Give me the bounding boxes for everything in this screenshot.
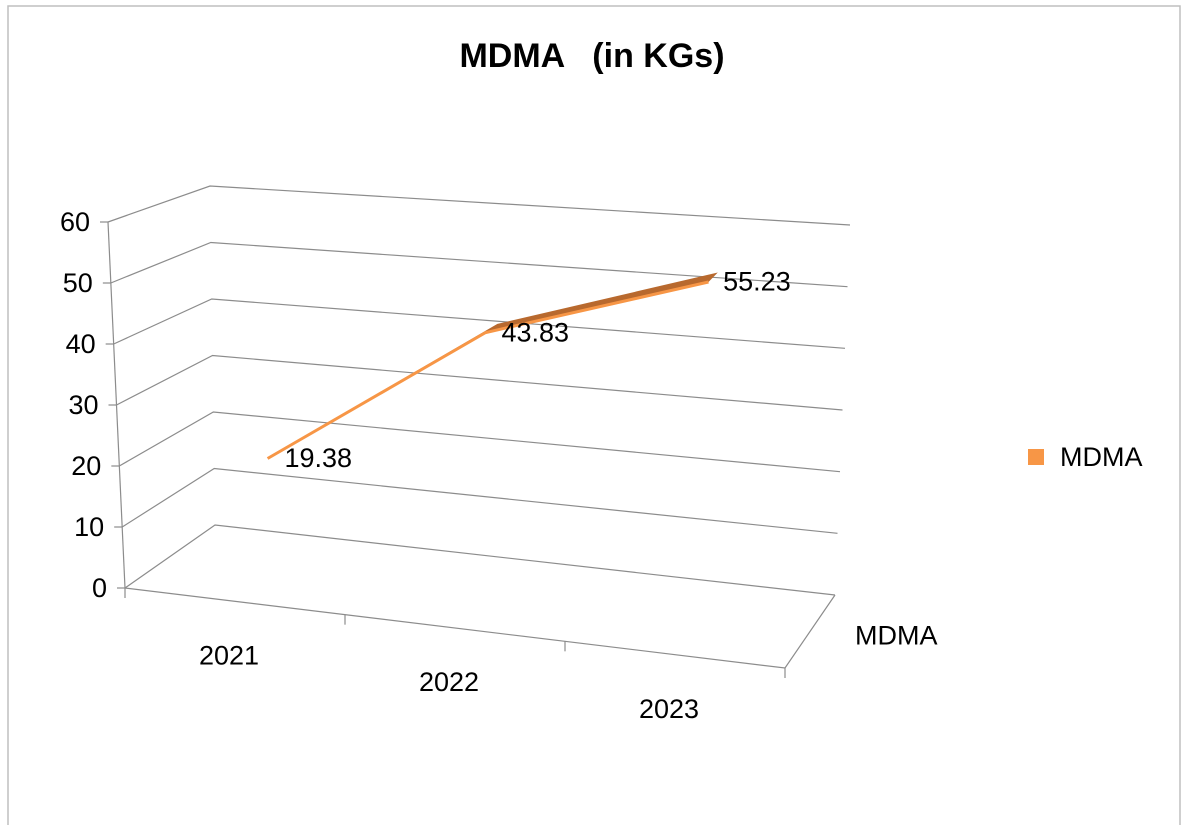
data-label: 43.83: [501, 317, 569, 347]
grid-line: [124, 524, 836, 596]
grid-line: [113, 298, 846, 349]
grid-line: [116, 354, 843, 411]
grid-line: [121, 467, 838, 534]
legend-swatch: [1028, 449, 1044, 465]
grid-line: [110, 241, 848, 288]
y-tick-label: 50: [63, 268, 93, 298]
depth-axis-label: MDMA: [855, 621, 938, 651]
data-label: 55.23: [723, 266, 791, 296]
y-tick-label: 0: [92, 573, 107, 603]
data-label: 19.38: [285, 443, 353, 473]
grid-line: [119, 411, 841, 473]
chart-border: [7, 5, 1181, 825]
y-tick-label: 40: [66, 329, 96, 359]
y-tick-label: 30: [68, 390, 98, 420]
y-tick-label: 10: [74, 512, 104, 542]
line: [266, 280, 709, 460]
x-tick-label: 2023: [639, 694, 699, 724]
x-tick-label: 2022: [419, 667, 479, 697]
grid-line: [107, 185, 851, 226]
chart-title: MDMA (in KGs): [459, 37, 724, 75]
ribbon-shade: [267, 272, 718, 459]
x-tick-label: 2021: [199, 640, 259, 670]
y-tick-label: 20: [71, 451, 101, 481]
y-tick-label: 60: [60, 207, 90, 237]
legend-label: MDMA: [1060, 442, 1143, 472]
